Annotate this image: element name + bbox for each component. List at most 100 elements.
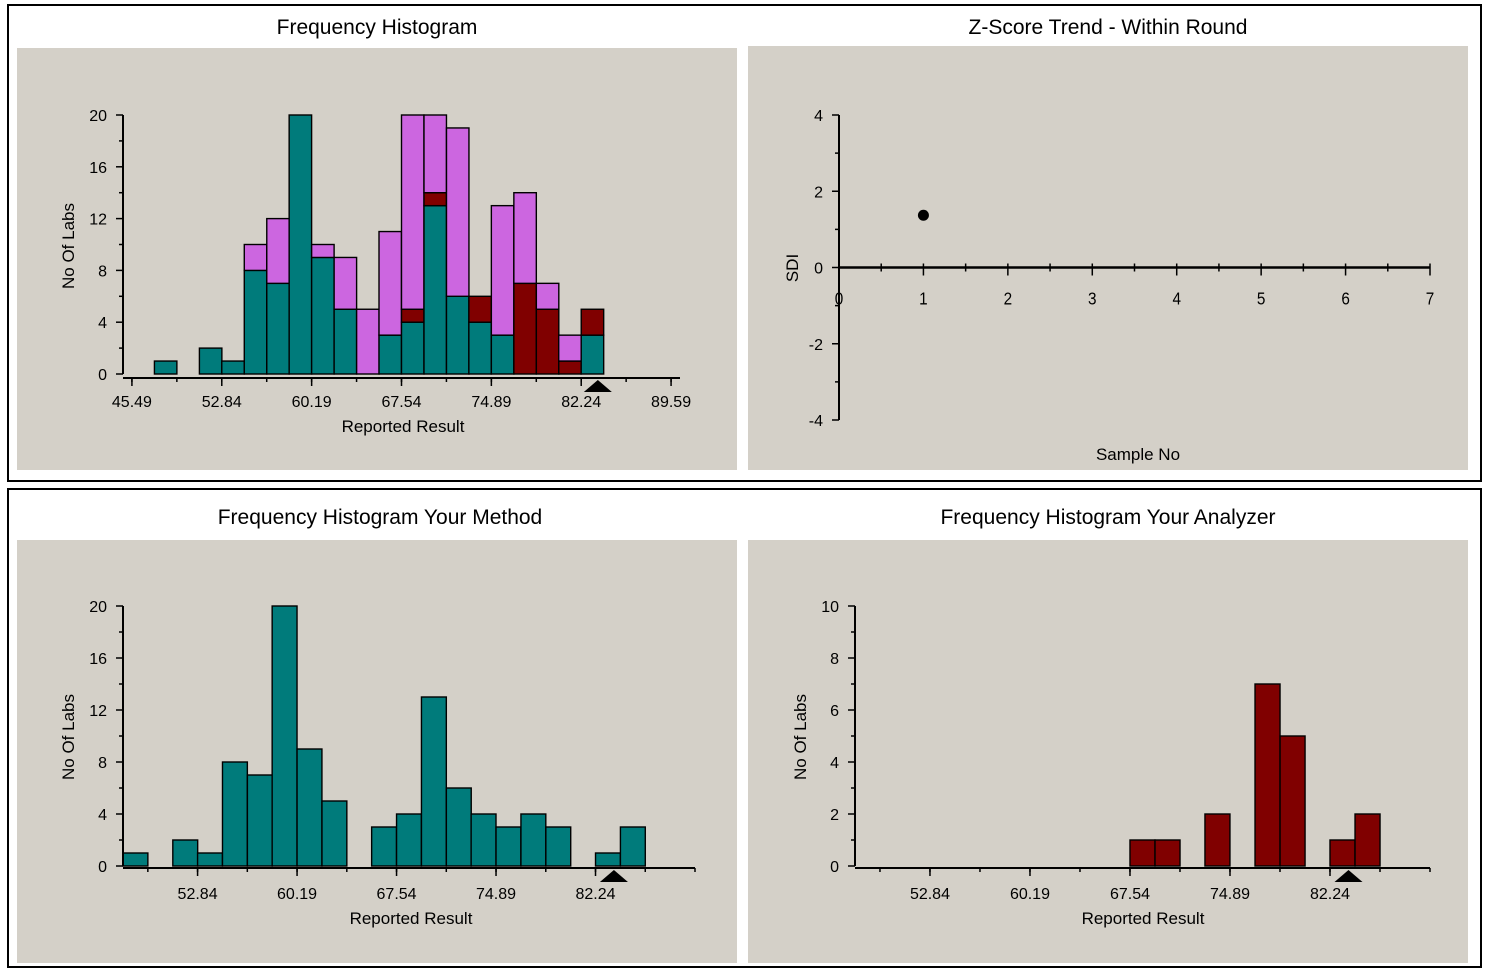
chart-title-frequency-histogram: Frequency Histogram: [276, 16, 478, 39]
analyzer-y-tick-label: 4: [830, 755, 839, 772]
all-y-tick-label: 20: [89, 108, 107, 125]
all-y-tick-label: 16: [89, 160, 107, 177]
method-x-tick-label: 60.19: [277, 886, 317, 903]
zscore-y-tick-label: 0: [814, 261, 823, 278]
all-y-tick-label: 4: [98, 315, 107, 332]
method-y-axis-label: No Of Labs: [59, 694, 78, 780]
analyzer-bar-19-s0: [1329, 839, 1356, 867]
all-bar-8-s2: [333, 256, 358, 310]
all-bar-12-s2: [423, 114, 448, 194]
all-bar-13-s2: [445, 127, 470, 298]
all-bar-13-s0: [445, 295, 470, 375]
plot-area-analyzer-histogram: [748, 540, 1468, 963]
method-bar-14-s0: [470, 813, 497, 867]
analyzer-bar-12-s0: [1154, 839, 1181, 867]
analyzer-result-marker-icon: [1334, 870, 1363, 882]
analyzer-x-tick-label: 52.84: [910, 886, 950, 903]
all-bar-10-s0: [378, 334, 403, 375]
all-bar-12-s1: [423, 191, 448, 207]
chart-title-zscore-trend: Z-Score Trend - Within Round: [968, 16, 1248, 39]
all-y-axis-label: No Of Labs: [59, 203, 78, 289]
analyzer-bar-14-s0: [1204, 813, 1231, 867]
all-x-tick-label: 89.59: [651, 394, 691, 411]
all-bar-2-s0: [198, 347, 223, 375]
analyzer-y-axis-label: No Of Labs: [791, 694, 810, 780]
method-bar-13-s0: [445, 787, 472, 867]
zscore-x-tick-label: 4: [1172, 288, 1181, 308]
zscore-x-tick-label: 0: [835, 288, 844, 308]
method-bar-7-s0: [296, 748, 323, 867]
zscore-x-axis-label: Sample No: [1096, 445, 1180, 464]
all-bar-15-s0: [490, 334, 515, 375]
all-bar-16-s1: [513, 282, 538, 375]
all-bar-15-s2: [490, 204, 515, 336]
zscore-x-tick-label: 5: [1257, 288, 1266, 308]
zscore-x-tick-label: 3: [1088, 288, 1097, 308]
all-bar-5-s0: [266, 282, 290, 375]
analyzer-y-tick-label: 6: [830, 703, 839, 720]
method-bar-20-s0: [619, 826, 646, 867]
plot-area-method-histogram: [17, 540, 737, 963]
analyzer-x-tick-label: 60.19: [1010, 886, 1050, 903]
all-bar-11-s2: [400, 114, 425, 310]
method-bar-10-s0: [370, 826, 398, 867]
all-bar-7-s2: [310, 243, 335, 259]
all-bar-12-s0: [423, 204, 448, 375]
all-y-tick-label: 8: [98, 263, 107, 280]
analyzer-y-tick-label: 0: [830, 859, 839, 876]
method-bar-4-s0: [221, 761, 249, 867]
all-y-tick-label: 12: [89, 212, 107, 229]
plot-area-frequency-histogram: [17, 48, 737, 470]
method-bar-6-s0: [271, 605, 298, 867]
all-bar-17-s2: [535, 282, 560, 310]
all-x-tick-label: 67.54: [381, 394, 421, 411]
analyzer-x-tick-label: 74.89: [1210, 886, 1250, 903]
chart-title-analyzer-histogram: Frequency Histogram Your Analyzer: [940, 506, 1276, 529]
analyzer-y-tick-label: 8: [830, 651, 839, 668]
analyzer-bar-16-s0: [1254, 683, 1281, 867]
method-bar-11-s0: [395, 813, 423, 867]
all-bar-14-s1: [468, 295, 493, 323]
analyzer-bar-20-s0: [1354, 813, 1381, 867]
all-result-marker-icon: [583, 380, 612, 392]
analyzer-y-tick-label: 10: [821, 599, 839, 616]
chart-title-method-histogram: Frequency Histogram Your Method: [217, 506, 543, 529]
method-bar-16-s0: [520, 813, 547, 867]
method-x-tick-label: 67.54: [377, 886, 417, 903]
zscore-point-0: [917, 209, 929, 221]
all-x-tick-label: 82.24: [561, 394, 601, 411]
analyzer-x-axis-label: Reported Result: [1082, 909, 1205, 928]
all-bar-0-s0: [153, 360, 178, 375]
zscore-x-tick-label: 7: [1426, 288, 1435, 308]
analyzer-bar-17-s0: [1279, 735, 1306, 867]
all-bar-11-s1: [400, 308, 425, 323]
all-x-tick-label: 60.19: [292, 394, 332, 411]
zscore-y-axis-label: SDI: [783, 254, 802, 282]
method-bar-15-s0: [495, 826, 522, 867]
method-y-tick-label: 16: [89, 651, 107, 668]
all-x-tick-label: 52.84: [202, 394, 242, 411]
all-bar-11-s0: [400, 321, 425, 375]
method-x-tick-label: 74.89: [476, 886, 516, 903]
zscore-x-tick-label: 2: [1004, 288, 1013, 308]
method-bar-3-s0: [196, 852, 224, 867]
all-bar-4-s0: [243, 269, 268, 375]
all-y-tick-label: 0: [98, 367, 107, 384]
analyzer-x-tick-label: 67.54: [1110, 886, 1150, 903]
all-bar-7-s0: [310, 256, 335, 375]
method-x-axis-label: Reported Result: [350, 909, 473, 928]
all-bar-8-s0: [333, 308, 358, 375]
analyzer-bar-11-s0: [1129, 839, 1156, 867]
all-bar-4-s2: [243, 243, 268, 272]
method-bar-19-s0: [594, 852, 622, 867]
all-bar-17-s1: [535, 308, 560, 375]
method-bar-2-s0: [172, 839, 199, 867]
method-bar-8-s0: [321, 800, 348, 867]
all-bar-19-s1: [580, 308, 605, 336]
all-bar-19-s0: [580, 334, 605, 375]
zscore-y-tick-label: -2: [809, 337, 823, 354]
method-bar-5-s0: [246, 774, 273, 867]
method-x-tick-label: 82.24: [575, 886, 615, 903]
method-y-tick-label: 0: [98, 859, 107, 876]
